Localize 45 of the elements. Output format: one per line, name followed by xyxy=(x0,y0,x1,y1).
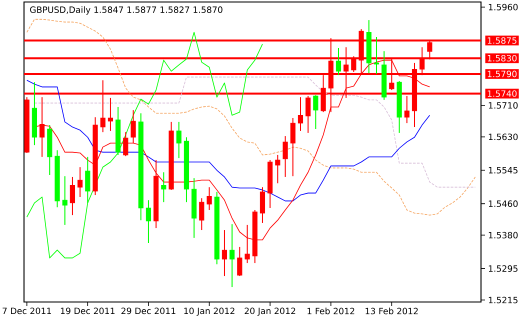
candlestick xyxy=(199,198,204,231)
candlestick xyxy=(290,117,296,177)
candlestick xyxy=(230,224,235,288)
candlestick xyxy=(40,96,45,158)
candlestick xyxy=(123,132,128,157)
candlestick xyxy=(62,176,68,226)
candlestick xyxy=(313,94,318,130)
y-tick-label: 1.5295 xyxy=(488,265,518,272)
candlestick xyxy=(336,47,342,76)
candlestick xyxy=(85,156,90,204)
candlestick xyxy=(78,166,83,198)
candlestick xyxy=(161,172,166,203)
candlestick xyxy=(260,186,266,224)
ref-line-label: 1.5830 xyxy=(488,54,517,62)
line-series xyxy=(26,32,263,258)
ref-line-label: 1.5740 xyxy=(488,90,517,97)
candlestick xyxy=(237,246,242,277)
x-tick-label: 29 Dec 2011 xyxy=(121,308,176,314)
candlestick xyxy=(108,97,114,132)
y-tick-label: 1.5710 xyxy=(488,102,518,109)
x-tick-label: 1 Feb 2012 xyxy=(308,308,354,314)
candlestick xyxy=(130,110,136,144)
candlestick xyxy=(70,176,76,216)
candlestick xyxy=(222,230,228,277)
x-tick-label: 19 Dec 2011 xyxy=(60,308,115,314)
y-tick-label: 1.5380 xyxy=(488,232,518,238)
candlestick xyxy=(282,136,288,178)
candlestick xyxy=(275,154,280,184)
candlestick xyxy=(298,96,304,132)
x-tick-label: 13 Feb 2012 xyxy=(366,308,418,314)
y-tick-label: 1.5545 xyxy=(488,167,518,174)
candlestick xyxy=(206,186,212,210)
x-tick-label: 7 Dec 2011 xyxy=(2,308,51,314)
y-tick-label: 1.5960 xyxy=(488,4,518,10)
x-tick-label: 10 Jan 2012 xyxy=(184,308,234,316)
candlestick xyxy=(374,36,380,74)
ref-line-label: 1.5790 xyxy=(488,70,517,78)
y-tick-label: 1.5460 xyxy=(488,200,518,207)
y-tick-label: 1.5630 xyxy=(488,134,518,140)
candlestick xyxy=(146,200,152,244)
x-tick-label: 20 Jan 2012 xyxy=(244,308,296,316)
chart-title: GBPUSD,Daily 1.5847 1.5877 1.5827 1.5870 xyxy=(30,6,222,15)
candlestick xyxy=(176,121,182,159)
y-tick-label: 1.5215 xyxy=(488,296,518,304)
ref-line-label: 1.5875 xyxy=(488,37,516,44)
